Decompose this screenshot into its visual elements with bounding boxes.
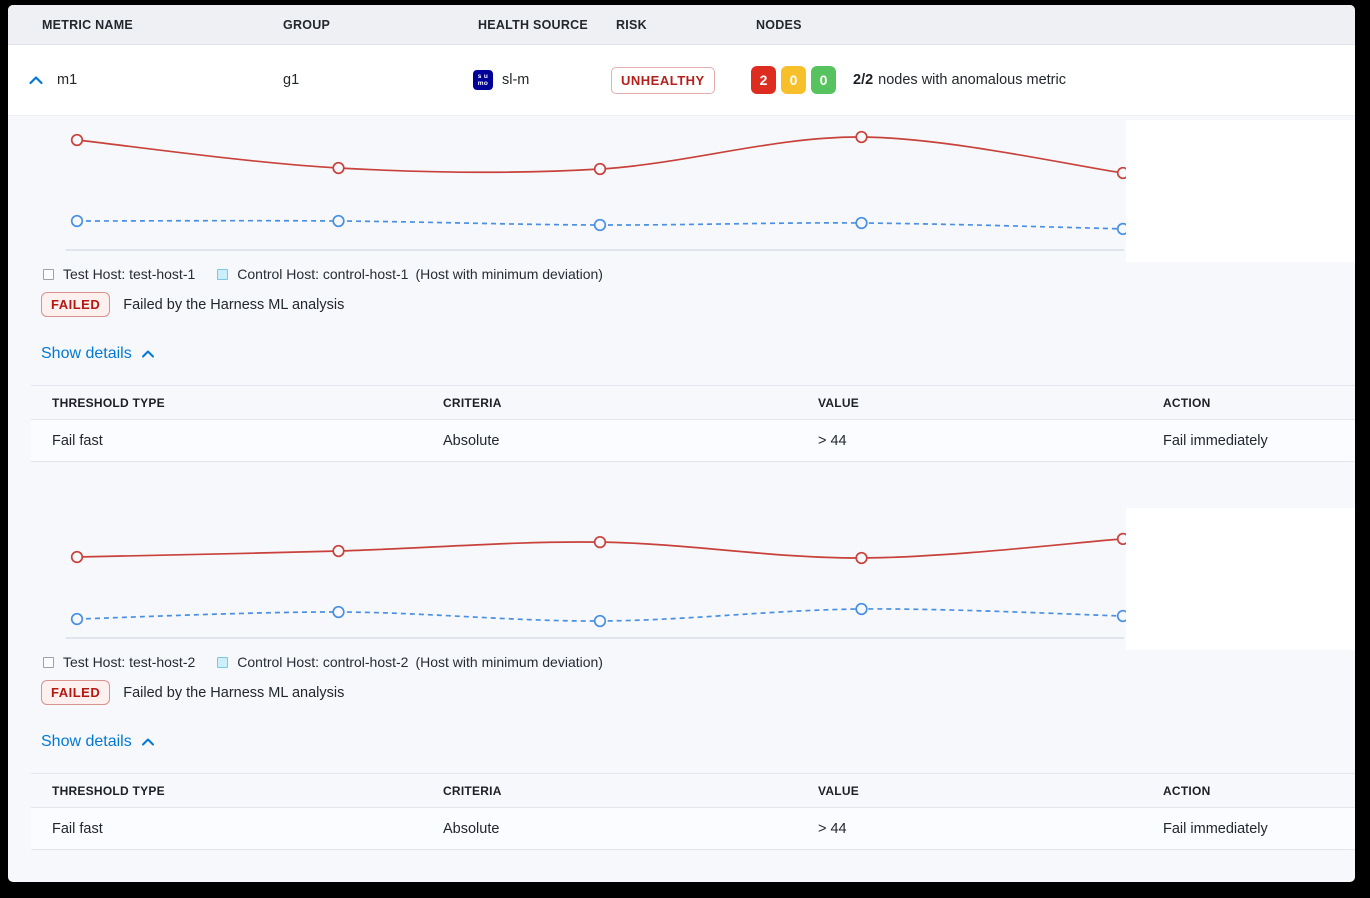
col-header-health-source: HEALTH SOURCE [478, 17, 588, 32]
threshold-table-header: THRESHOLD TYPE CRITERIA VALUE ACTION [31, 773, 1355, 808]
th-criteria: CRITERIA [443, 783, 502, 798]
minimum-deviation-note: (Host with minimum deviation) [415, 266, 603, 282]
th-threshold-type: THRESHOLD TYPE [52, 395, 165, 410]
threshold-table: THRESHOLD TYPE CRITERIA VALUE ACTION Fai… [31, 385, 1355, 462]
th-criteria: CRITERIA [443, 395, 502, 410]
host-comparison-chart-2[interactable] [31, 508, 1126, 650]
th-value: VALUE [818, 783, 860, 798]
chevron-up-icon [141, 738, 154, 746]
group-name: g1 [283, 72, 300, 88]
col-header-nodes: NODES [756, 17, 802, 32]
control-host-legend-label: Control Host: control-host-2 [237, 654, 409, 670]
metric-row[interactable]: m1 g1 s u mo sl-m UNHEALTHY 2 0 0 2/2 no… [8, 45, 1355, 116]
threshold-table-row: Fail fast Absolute > 44 Fail immediately [31, 420, 1355, 462]
nodes-cell: 2 0 0 2/2 nodes with anomalous metric [751, 66, 1355, 94]
anomalous-node-count-badge: 2 [751, 66, 776, 94]
control-host-legend-marker-icon [217, 268, 229, 280]
threshold-table: THRESHOLD TYPE CRITERIA VALUE ACTION Fai… [31, 773, 1355, 850]
cell-value: > 44 [818, 820, 847, 837]
test-host-legend-label: Test Host: test-host-1 [63, 266, 196, 282]
test-host-legend-label: Test Host: test-host-2 [63, 654, 196, 670]
metric-name-cell[interactable]: m1 [28, 72, 283, 88]
th-action: ACTION [1163, 395, 1211, 410]
th-threshold-type: THRESHOLD TYPE [52, 783, 165, 798]
cell-action: Fail immediately [1163, 820, 1268, 837]
analysis-status-row: FAILED Failed by the Harness ML analysis [41, 680, 1355, 705]
th-value: VALUE [818, 395, 860, 410]
metric-name: m1 [57, 72, 78, 88]
host-panel-1: Test Host: test-host-1 Control Host: con… [8, 120, 1355, 462]
chart-legend: Test Host: test-host-1 Control Host: con… [43, 266, 1355, 282]
threshold-table-header: THRESHOLD TYPE CRITERIA VALUE ACTION [31, 385, 1355, 420]
chart-row [31, 120, 1355, 262]
chart-side-spacer [1126, 508, 1355, 650]
legend-item-test-host[interactable]: Test Host: test-host-2 [43, 654, 195, 670]
expanded-metric-details: Test Host: test-host-1 Control Host: con… [8, 116, 1355, 850]
show-details-label[interactable]: Show details [41, 733, 132, 750]
minimum-deviation-note: (Host with minimum deviation) [415, 654, 603, 670]
show-details-toggle[interactable]: Show details [41, 345, 155, 363]
cell-threshold-type: Fail fast [52, 432, 103, 449]
legend-item-test-host[interactable]: Test Host: test-host-1 [43, 266, 195, 282]
cell-action: Fail immediately [1163, 432, 1268, 449]
warning-node-count-badge: 0 [781, 66, 806, 94]
chart-side-spacer [1126, 120, 1355, 262]
failed-status-badge: FAILED [41, 292, 111, 317]
control-host-legend-marker-icon [217, 656, 229, 668]
col-header-group: GROUP [283, 17, 331, 32]
health-source-name: sl-m [502, 72, 530, 88]
chevron-up-icon [141, 350, 154, 358]
sumo-logic-icon: s u mo [473, 70, 493, 90]
legend-item-control-host[interactable]: Control Host: control-host-1 [217, 266, 408, 282]
analysis-status-message: Failed by the Harness ML analysis [123, 296, 345, 313]
health-source-cell: s u mo sl-m [473, 70, 611, 90]
table-header-row: METRIC NAME GROUP HEALTH SOURCE RISK NOD… [8, 5, 1355, 45]
analysis-status-message: Failed by the Harness ML analysis [123, 684, 345, 701]
node-ratio: 2/2 [853, 72, 874, 88]
host-panel-2: Test Host: test-host-2 Control Host: con… [8, 508, 1355, 850]
analysis-status-row: FAILED Failed by the Harness ML analysis [41, 292, 1355, 317]
collapse-chevron-up-icon[interactable] [28, 74, 44, 86]
metrics-analysis-panel: METRIC NAME GROUP HEALTH SOURCE RISK NOD… [8, 5, 1355, 882]
col-header-metric-name: METRIC NAME [42, 17, 133, 32]
show-details-toggle[interactable]: Show details [41, 733, 155, 751]
test-host-legend-marker-icon [43, 656, 54, 668]
failed-status-badge: FAILED [41, 680, 111, 705]
cell-criteria: Absolute [443, 432, 500, 449]
node-summary-text: nodes with anomalous metric [878, 72, 1066, 88]
cell-criteria: Absolute [443, 820, 500, 837]
cell-value: > 44 [818, 432, 847, 449]
control-host-legend-label: Control Host: control-host-1 [237, 266, 409, 282]
risk-status-badge: UNHEALTHY [611, 66, 715, 94]
healthy-node-count-badge: 0 [811, 66, 836, 94]
chart-legend: Test Host: test-host-2 Control Host: con… [43, 654, 1355, 670]
col-header-risk: RISK [616, 17, 647, 32]
threshold-table-row: Fail fast Absolute > 44 Fail immediately [31, 808, 1355, 850]
th-action: ACTION [1163, 783, 1211, 798]
host-comparison-chart-1[interactable] [31, 120, 1126, 262]
legend-item-control-host[interactable]: Control Host: control-host-2 [217, 654, 408, 670]
show-details-label[interactable]: Show details [41, 345, 132, 362]
test-host-legend-marker-icon [43, 268, 54, 280]
chart-row [31, 508, 1355, 650]
cell-threshold-type: Fail fast [52, 820, 103, 837]
